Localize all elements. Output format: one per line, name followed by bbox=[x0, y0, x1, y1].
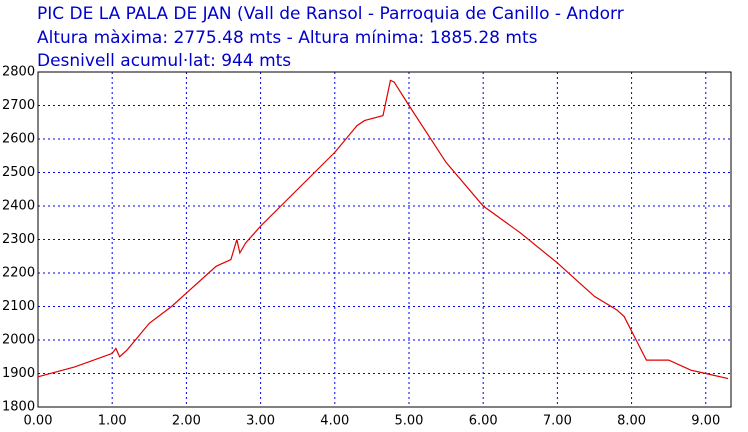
y-tick-label: 2600 bbox=[2, 132, 35, 147]
y-tick-label: 1900 bbox=[2, 366, 35, 381]
x-tick-label: 9.00 bbox=[691, 414, 720, 429]
y-tick-label: 2400 bbox=[2, 199, 35, 214]
chart-subtitle: Altura màxima: 2775.48 mts - Altura míni… bbox=[37, 28, 538, 48]
x-tick-label: 2.00 bbox=[172, 414, 201, 429]
x-tick-label: 6.00 bbox=[469, 414, 498, 429]
x-tick-label: 5.00 bbox=[395, 414, 424, 429]
y-tick-label: 2300 bbox=[2, 232, 35, 247]
plot-frame bbox=[37, 71, 732, 408]
x-tick-label: 1.00 bbox=[98, 414, 127, 429]
x-tick-label: 8.00 bbox=[617, 414, 646, 429]
line bbox=[37, 79, 729, 380]
x-tick-label: 3.00 bbox=[246, 414, 275, 429]
x-tick-label: 7.00 bbox=[543, 414, 572, 429]
y-tick-label: 2100 bbox=[2, 299, 35, 314]
y-tick-label: 2700 bbox=[2, 98, 35, 113]
annotation: Desnivell acumul·lat: 944 mts bbox=[37, 51, 291, 71]
x-tick-label: 0.00 bbox=[24, 414, 53, 429]
y-tick-label: 2800 bbox=[2, 65, 35, 80]
chart-title: PIC DE LA PALA DE JAN (Vall de Ransol - … bbox=[37, 4, 624, 24]
y-tick-label: 2200 bbox=[2, 266, 35, 281]
y-tick-label: 2500 bbox=[2, 165, 35, 180]
x-tick-label: 4.00 bbox=[320, 414, 349, 429]
y-tick-label: 2000 bbox=[2, 333, 35, 348]
y-tick-label: 1800 bbox=[2, 400, 35, 415]
